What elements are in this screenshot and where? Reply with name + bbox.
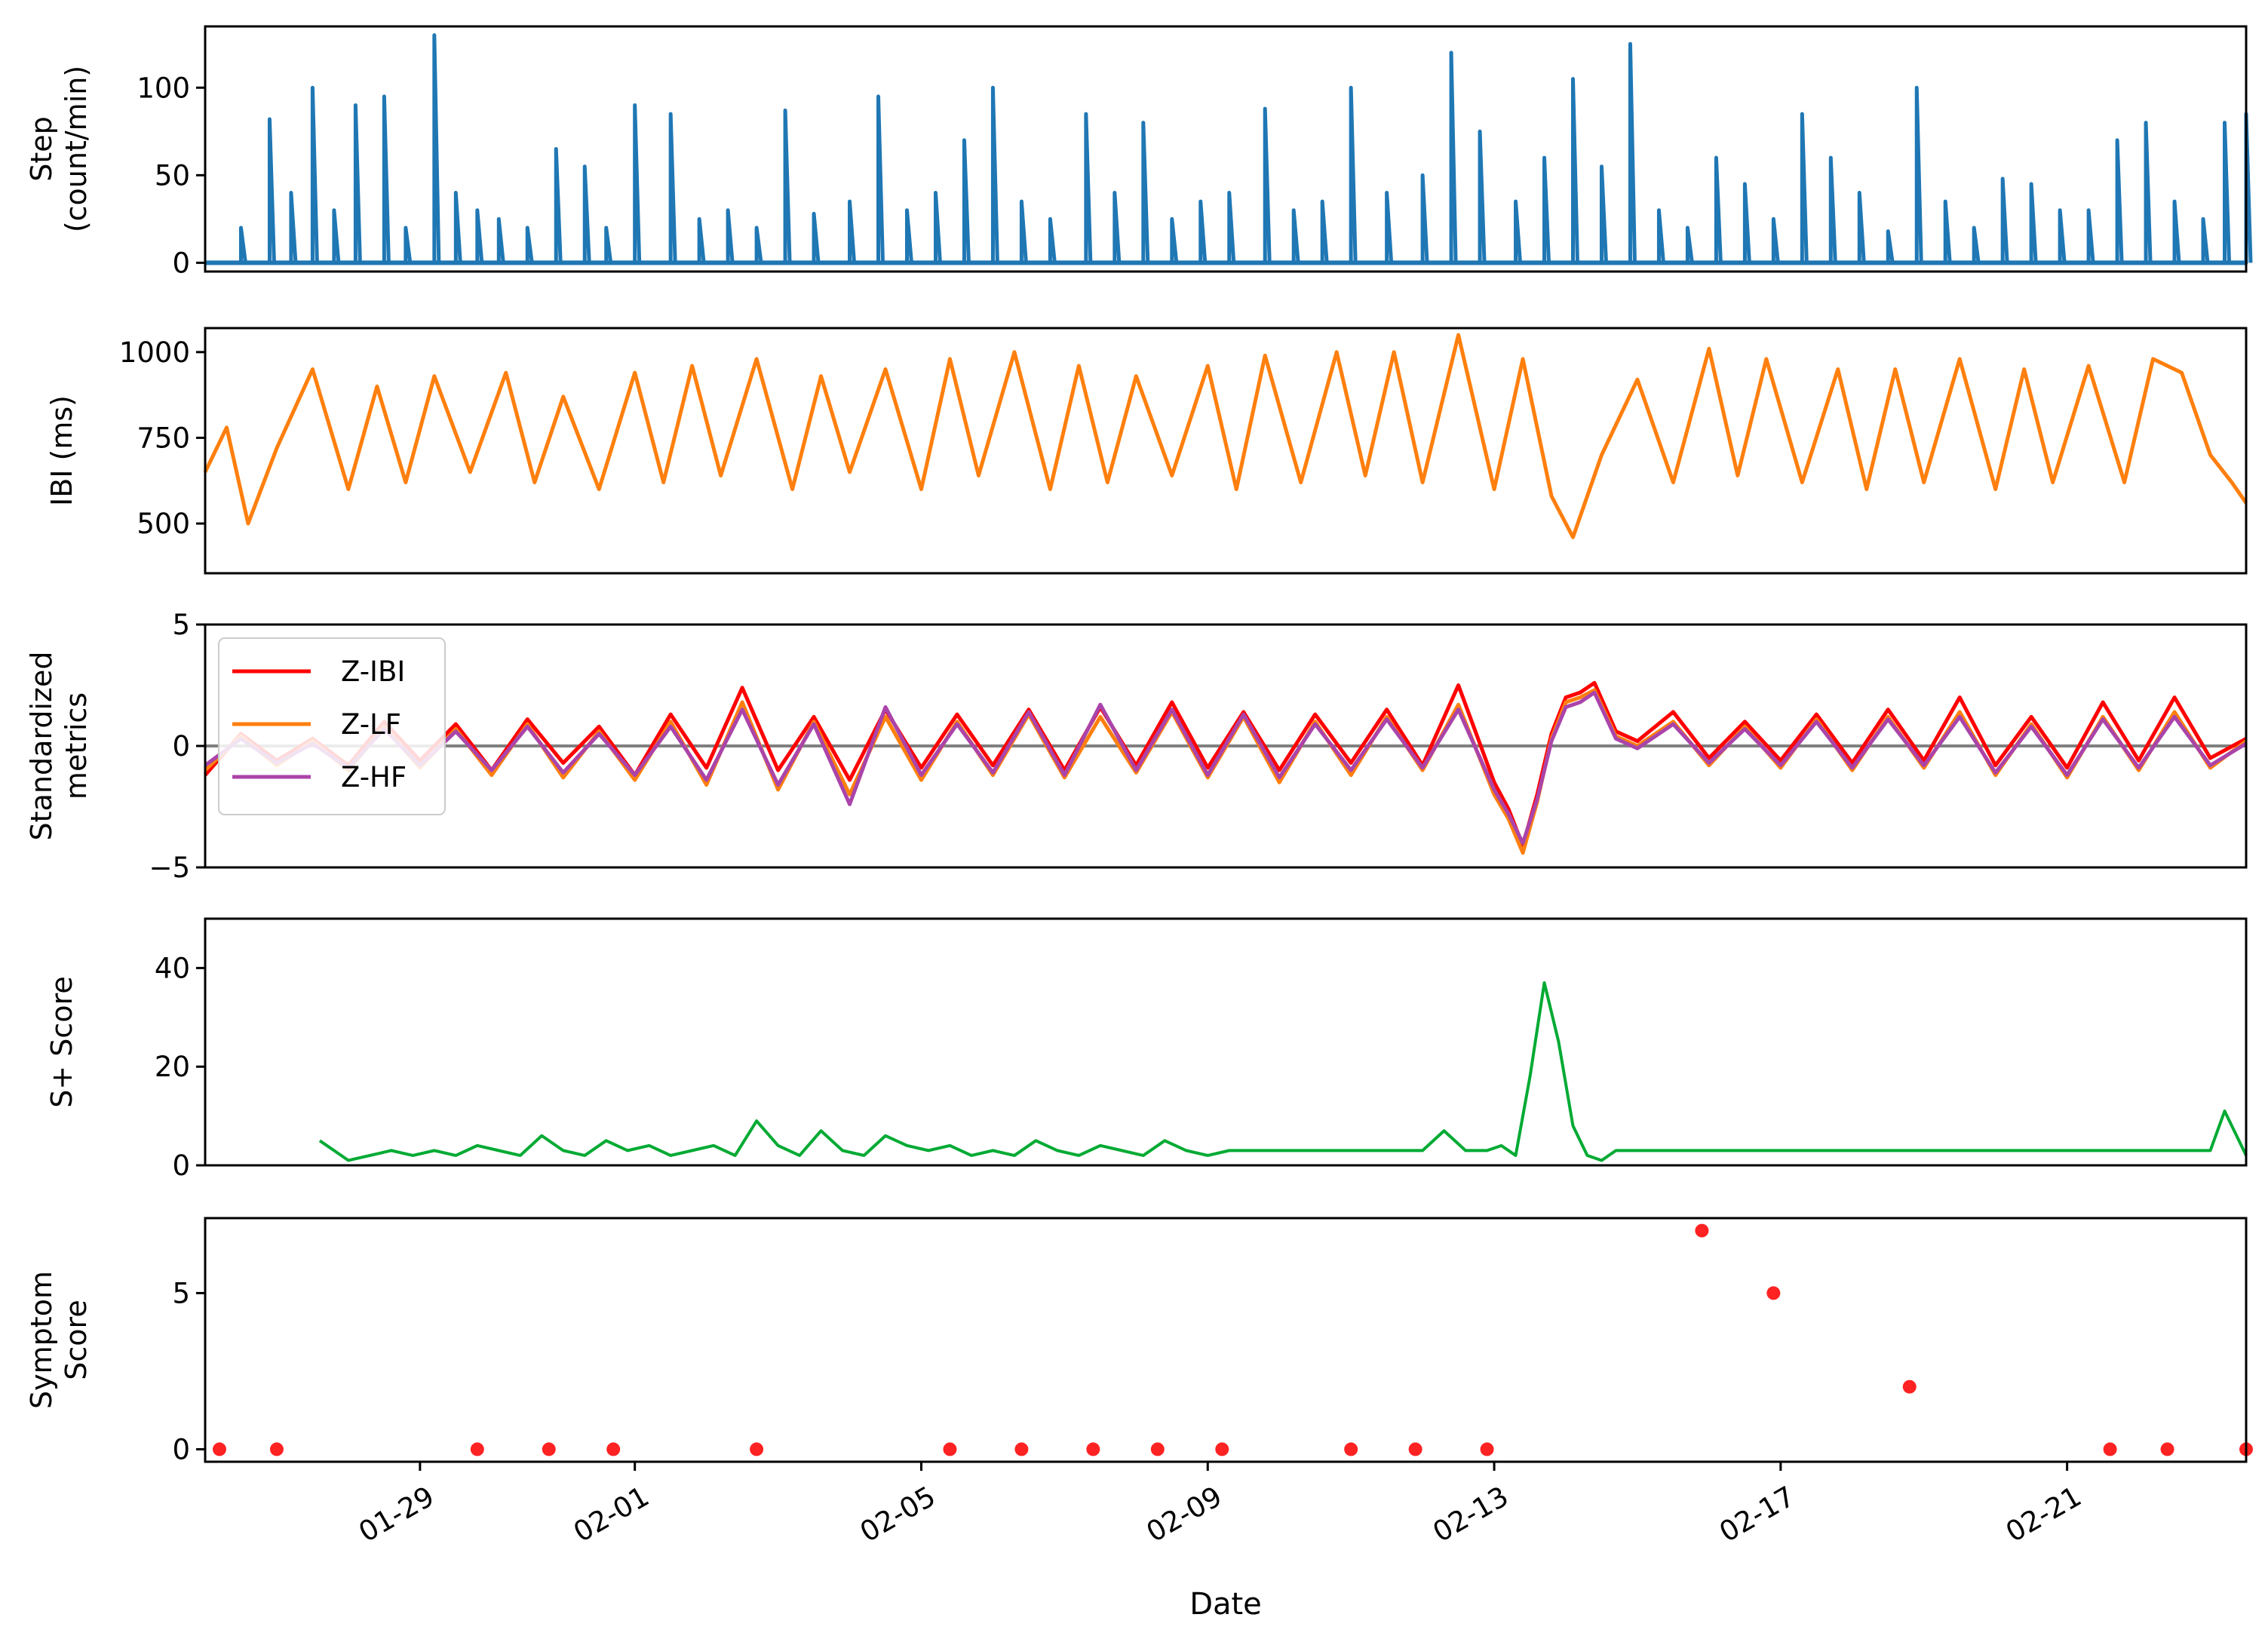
x-tick-label: 02-17 bbox=[1714, 1480, 1800, 1548]
symptom-point bbox=[1215, 1442, 1229, 1456]
symptom-point bbox=[2103, 1442, 2117, 1456]
y-tick-label: 5 bbox=[172, 1277, 190, 1309]
y-tick-label: 0 bbox=[172, 1433, 190, 1466]
symptom-point bbox=[1086, 1442, 1100, 1456]
splus-score-panel: 0 20 40 S+ Score bbox=[45, 917, 2248, 1182]
ibi-line bbox=[203, 333, 2248, 539]
x-tick-label: 02-09 bbox=[1141, 1480, 1228, 1548]
symptom-point bbox=[1014, 1442, 1029, 1456]
x-axis-label: Date bbox=[1189, 1587, 1262, 1622]
x-tick-label: 01-29 bbox=[353, 1480, 440, 1548]
y-tick-label: −5 bbox=[149, 852, 190, 884]
symptom-point bbox=[470, 1442, 484, 1456]
plot-frame bbox=[204, 1217, 2248, 1463]
x-tick-label: 02-05 bbox=[855, 1480, 941, 1548]
y-tick-label: 750 bbox=[137, 422, 190, 454]
step-panel: 0 50 100 Step(count/min) bbox=[25, 25, 2253, 279]
symptom-point bbox=[1408, 1442, 1422, 1456]
y-tick-label: 1000 bbox=[119, 336, 190, 369]
y-tick-label: 500 bbox=[137, 508, 190, 540]
x-tick-label: 02-21 bbox=[2000, 1480, 2087, 1548]
symptom-score-panel: 0 5 SymptomScore bbox=[25, 1217, 2253, 1466]
z-lf-line bbox=[204, 688, 2248, 855]
ibi-panel: 500 750 1000 IBI (ms) bbox=[45, 327, 2248, 575]
legend-label: Z-IBI bbox=[341, 655, 405, 688]
symptom-point bbox=[1344, 1442, 1358, 1456]
symptom-score-y-axis-label: SymptomScore bbox=[25, 1271, 93, 1409]
y-tick-label: 50 bbox=[155, 159, 190, 192]
z-ibi-line bbox=[204, 680, 2248, 848]
step-y-axis-label: Step(count/min) bbox=[25, 66, 93, 232]
symptom-point bbox=[212, 1442, 226, 1456]
symptom-point bbox=[1766, 1286, 1781, 1300]
splus-score-line bbox=[318, 981, 2248, 1162]
y-tick-label: 0 bbox=[172, 1149, 190, 1182]
symptom-point bbox=[606, 1442, 621, 1456]
x-tick-label: 02-13 bbox=[1428, 1480, 1515, 1548]
plot-frame bbox=[204, 917, 2248, 1167]
symptom-point bbox=[750, 1442, 764, 1456]
ibi-y-axis-label: IBI (ms) bbox=[45, 395, 78, 506]
y-tick-label: 5 bbox=[172, 609, 190, 641]
legend-label: Z-HF bbox=[341, 761, 407, 793]
x-tick-label: 02-01 bbox=[568, 1480, 655, 1548]
symptom-point bbox=[1902, 1380, 1917, 1394]
legend-label: Z-LF bbox=[341, 708, 401, 741]
symptom-point bbox=[943, 1442, 957, 1456]
z-hf-line bbox=[204, 690, 2248, 846]
symptom-point bbox=[2160, 1442, 2174, 1456]
symptom-point bbox=[542, 1442, 556, 1456]
y-tick-label: 0 bbox=[172, 247, 190, 279]
plot-frame bbox=[204, 327, 2248, 575]
standardized-y-axis-label: Standardizedmetrics bbox=[25, 652, 93, 841]
plot-frame bbox=[204, 25, 2248, 273]
splus-score-y-axis-label: S+ Score bbox=[45, 976, 78, 1107]
date-axis: 01-29 02-01 02-05 02-09 02-13 02-17 02-21 bbox=[353, 1462, 2087, 1548]
step-line bbox=[205, 33, 2253, 265]
symptom-point bbox=[1480, 1442, 1494, 1456]
symptom-point bbox=[1150, 1442, 1165, 1456]
legend: Z-IBI Z-LF Z-HF bbox=[218, 637, 446, 815]
standardized-panel: −5 0 5 Standardizedmetrics Z-IBI Z-LF Z-HF bbox=[25, 609, 2248, 884]
y-tick-label: 100 bbox=[137, 72, 190, 104]
y-tick-label: 40 bbox=[155, 952, 190, 984]
symptom-point bbox=[1695, 1223, 1709, 1238]
y-tick-label: 20 bbox=[155, 1051, 190, 1083]
y-tick-label: 0 bbox=[172, 730, 190, 763]
symptom-point bbox=[269, 1442, 284, 1456]
